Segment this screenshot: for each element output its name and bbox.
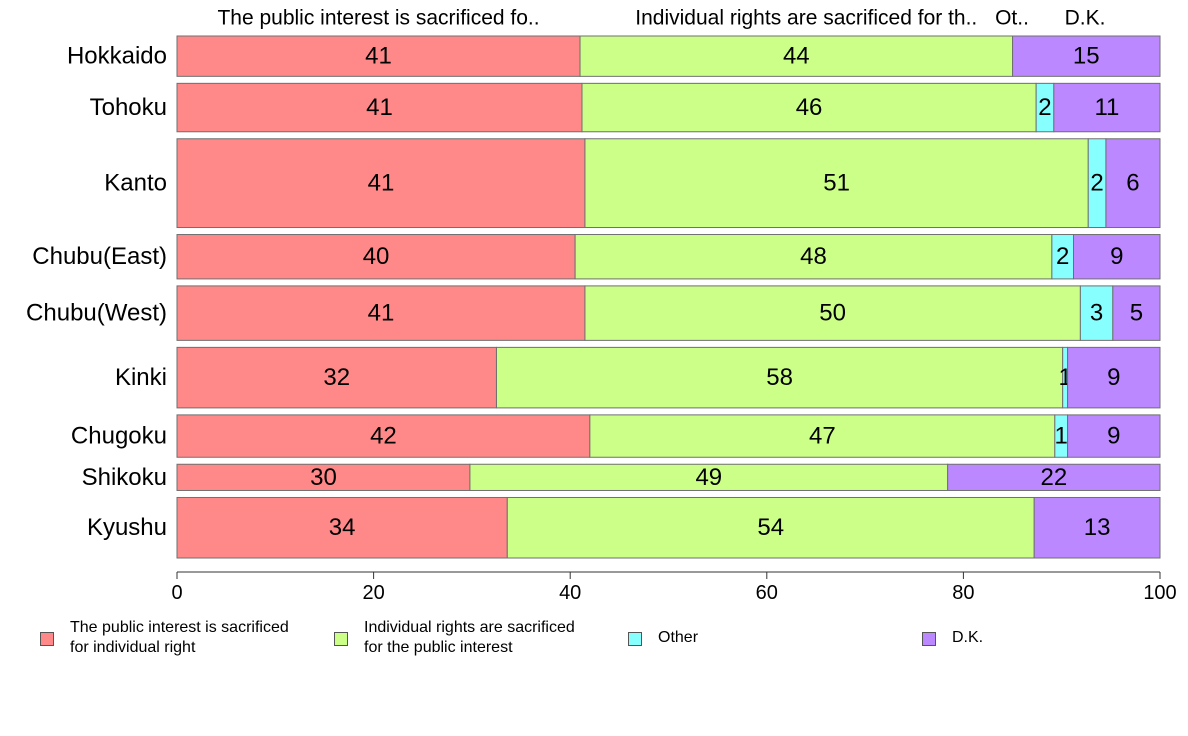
- data-label-hokkaido-2: 44: [783, 43, 810, 70]
- category-label-hokkaido: Hokkaido: [67, 43, 167, 70]
- legend-label-individual-rights: Individual rights are sacrificed for the…: [364, 619, 575, 656]
- bar-chubu-east-d-k: [1072, 234, 1161, 280]
- bar-chugoku-the-public-interest-is-s: [176, 414, 591, 458]
- x-tick-label-40: 40: [559, 582, 581, 604]
- bar-shikoku-d-k: [947, 463, 1161, 491]
- data-label-chugoku-2: 47: [809, 423, 836, 450]
- bar-chubu-west-d-k: [1112, 285, 1161, 341]
- legend-label-other: Other: [658, 629, 699, 646]
- bar-chugoku-individual-rights-are-sa: [589, 414, 1056, 458]
- legend-item-dk: D.K.: [922, 618, 983, 648]
- data-label-tohoku-4: 11: [1094, 94, 1119, 121]
- legend: The public interest is sacrificed for in…: [0, 618, 1188, 668]
- legend-swatch-public-interest: [40, 632, 54, 646]
- column-headers: The public interest is sacrificed fo.. In…: [217, 7, 1105, 30]
- data-label-hokkaido-1: 41: [365, 43, 392, 70]
- bar-tohoku-individual-rights-are-sa: [581, 82, 1037, 133]
- legend-swatch-individual-rights: [334, 632, 348, 646]
- data-label-tohoku-2: 46: [796, 94, 823, 121]
- x-tick-label-60: 60: [756, 582, 778, 604]
- bar-kyushu-the-public-interest-is-s: [176, 496, 508, 559]
- data-label-kanto-3: 2: [1090, 170, 1103, 197]
- data-label-chugoku-3: 1: [1055, 423, 1068, 450]
- data-label-kyushu-1: 34: [329, 514, 356, 541]
- bar-chubu-west-the-public-interest-is-s: [176, 285, 586, 341]
- data-label-chubu-west-3: 3: [1090, 300, 1103, 327]
- bar-kinki-the-public-interest-is-s: [176, 346, 497, 409]
- bar-kanto-d-k: [1105, 138, 1161, 229]
- bar-kinki-individual-rights-are-sa: [495, 346, 1064, 409]
- category-label-tohoku: Tohoku: [90, 94, 167, 121]
- category-label-shikoku: Shikoku: [82, 464, 167, 491]
- data-label-kanto-4: 6: [1126, 170, 1139, 197]
- data-label-kanto-2: 51: [823, 170, 850, 197]
- legend-label-public-interest: The public interest is sacrificed for in…: [70, 619, 289, 656]
- legend-item-other: Other: [628, 618, 698, 648]
- legend-label-dk: D.K.: [952, 629, 984, 646]
- data-label-tohoku-3: 2: [1038, 94, 1051, 121]
- data-label-kyushu-2: 54: [757, 514, 784, 541]
- bar-tohoku-the-public-interest-is-s: [176, 82, 583, 133]
- category-label-kanto: Kanto: [104, 170, 167, 197]
- bar-kanto-the-public-interest-is-s: [176, 138, 586, 229]
- bar-chubu-west-other: [1079, 285, 1114, 341]
- bar-chubu-east-individual-rights-are-sa: [574, 234, 1053, 280]
- data-label-chubu-west-4: 5: [1130, 300, 1143, 327]
- category-label-kinki: Kinki: [115, 364, 167, 391]
- bar-chubu-west-individual-rights-are-sa: [584, 285, 1081, 341]
- data-label-chubu-east-1: 40: [363, 243, 390, 270]
- bar-hokkaido-d-k: [1012, 35, 1161, 77]
- bar-kyushu-d-k: [1033, 496, 1161, 559]
- data-label-chubu-east-4: 9: [1110, 243, 1123, 270]
- stacked-bar-chart: The public interest is sacrificed fo.. In…: [26, 7, 1177, 605]
- data-label-chugoku-4: 9: [1107, 423, 1120, 450]
- category-label-chubu-west: Chubu(West): [26, 300, 167, 327]
- data-label-kyushu-4: 13: [1084, 514, 1111, 541]
- data-label-kanto-1: 41: [368, 170, 395, 197]
- legend-item-public-interest: The public interest is sacrificed for in…: [40, 618, 289, 658]
- x-tick-label-0: 0: [171, 582, 182, 604]
- legend-item-individual-rights: Individual rights are sacrificed for the…: [334, 618, 575, 658]
- column-header-4: D.K.: [1065, 7, 1106, 30]
- column-header-3: Ot..: [995, 7, 1029, 30]
- bar-hokkaido-the-public-interest-is-s: [176, 35, 581, 77]
- x-tick-label-100: 100: [1143, 582, 1176, 604]
- legend-swatch-dk: [922, 632, 936, 646]
- category-label-kyushu: Kyushu: [87, 514, 167, 541]
- x-tick-label-20: 20: [362, 582, 384, 604]
- data-label-chubu-west-1: 41: [368, 300, 395, 327]
- data-label-kinki-4: 9: [1107, 364, 1120, 391]
- data-label-chugoku-1: 42: [370, 423, 397, 450]
- category-labels: Hokkaido Tohoku Kanto Chubu(East) Chubu(West…: [26, 43, 167, 542]
- legend-swatch-other: [628, 632, 642, 646]
- category-label-chubu-east: Chubu(East): [32, 243, 167, 270]
- bar-chugoku-d-k: [1067, 414, 1161, 458]
- data-label-shikoku-1: 30: [310, 464, 337, 491]
- data-label-shikoku-2: 49: [695, 464, 722, 491]
- bar-hokkaido-individual-rights-are-sa: [579, 35, 1014, 77]
- bar-kinki-d-k: [1067, 346, 1161, 409]
- data-label-chubu-east-3: 2: [1056, 243, 1069, 270]
- category-label-chugoku: Chugoku: [71, 423, 167, 450]
- data-label-chubu-east-2: 48: [800, 243, 827, 270]
- bar-kanto-individual-rights-are-sa: [584, 138, 1089, 229]
- data-label-tohoku-1: 41: [366, 94, 393, 121]
- column-header-1: The public interest is sacrificed fo..: [217, 7, 539, 30]
- column-header-2: Individual rights are sacrificed for th.…: [635, 7, 977, 30]
- x-axis: 0 20 40 60 80 100: [171, 571, 1177, 604]
- data-label-kinki-2: 58: [766, 364, 793, 391]
- data-label-kinki-1: 32: [323, 364, 350, 391]
- bar-shikoku-the-public-interest-is-s: [176, 463, 471, 491]
- x-tick-label-80: 80: [952, 582, 974, 604]
- bar-tohoku-d-k: [1053, 82, 1161, 133]
- data-label-hokkaido-4: 15: [1073, 43, 1100, 70]
- data-label-chubu-west-2: 50: [819, 300, 846, 327]
- data-label-shikoku-4: 22: [1040, 464, 1067, 491]
- bar-chubu-east-the-public-interest-is-s: [176, 234, 576, 280]
- bar-shikoku-individual-rights-are-sa: [469, 463, 949, 491]
